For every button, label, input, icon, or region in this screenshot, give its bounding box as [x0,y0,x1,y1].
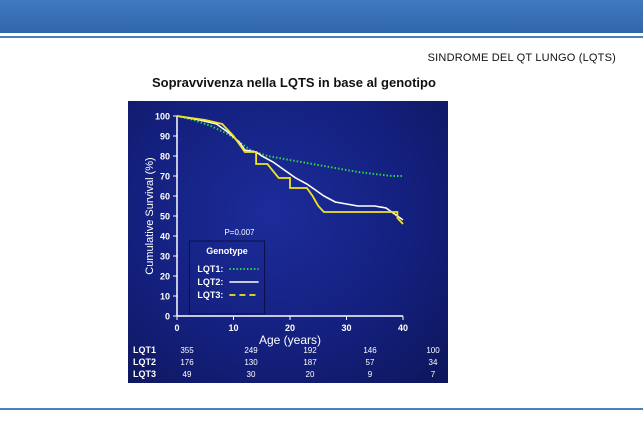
risk-table-cell: 20 [306,370,315,379]
risk-table-cell: 176 [180,358,194,367]
header-divider [0,36,643,38]
risk-table-cell: 7 [431,370,436,379]
y-tick-label: 40 [160,232,170,242]
risk-table-cell: 49 [183,370,192,379]
section-label: SINDROME DEL QT LUNGO (LQTS) [427,52,616,64]
legend-label: LQT1: [197,264,223,274]
x-tick-label: 10 [228,323,238,333]
y-axis-title: Cumulative Survival (%) [144,157,156,274]
risk-table-cell: 9 [368,370,373,379]
risk-table-cell: 146 [363,346,377,355]
series-line-lqt1 [176,115,403,177]
risk-table-cell: 57 [366,358,375,367]
p-value-annotation: P=0.007 [224,228,255,237]
risk-table-cell: 34 [429,358,438,367]
y-tick-label: 70 [160,172,170,182]
y-tick-label: 50 [160,212,170,222]
risk-table-cell: 355 [180,346,194,355]
risk-table-cell: 30 [247,370,256,379]
series-line-lqt3 [176,115,404,225]
y-tick-label: 20 [160,272,170,282]
series-line-lqt2 [176,115,404,221]
y-tick-label: 30 [160,252,170,262]
x-tick-label: 0 [174,323,179,333]
y-tick-label: 90 [160,132,170,142]
legend-label: LQT3: [197,290,223,300]
chart-panel [128,101,448,383]
x-tick-label: 30 [341,323,351,333]
x-axis-title: Age (years) [259,333,321,347]
risk-table-row-label: LQT2 [133,357,156,367]
risk-table-row-label: LQT1 [133,345,156,355]
slide-title: Sopravvivenza nella LQTS in base al geno… [152,75,436,90]
footer-divider [0,408,643,410]
risk-table-cell: 187 [303,358,317,367]
title-band [0,0,643,33]
survival-chart: 0 10 20 30 40 50 60 70 80 90 100 0 10 20 30 40 Age (year… [133,112,440,380]
y-tick-label: 100 [155,112,170,122]
y-tick-label: 80 [160,152,170,162]
legend-label: LQT2: [197,277,223,287]
legend-title: Genotype [206,246,248,256]
legend-box [188,240,266,315]
y-tick-label: 10 [160,292,170,302]
risk-table-cell: 130 [244,358,258,367]
x-tick-label: 20 [285,323,295,333]
risk-table-cell: 100 [426,346,440,355]
risk-table-cell: 249 [244,346,258,355]
risk-table-row-label: LQT3 [133,369,156,379]
risk-table-cell: 192 [303,346,317,355]
y-tick-label: 0 [165,312,170,322]
x-tick-label: 40 [398,323,408,333]
y-tick-label: 60 [160,192,170,202]
